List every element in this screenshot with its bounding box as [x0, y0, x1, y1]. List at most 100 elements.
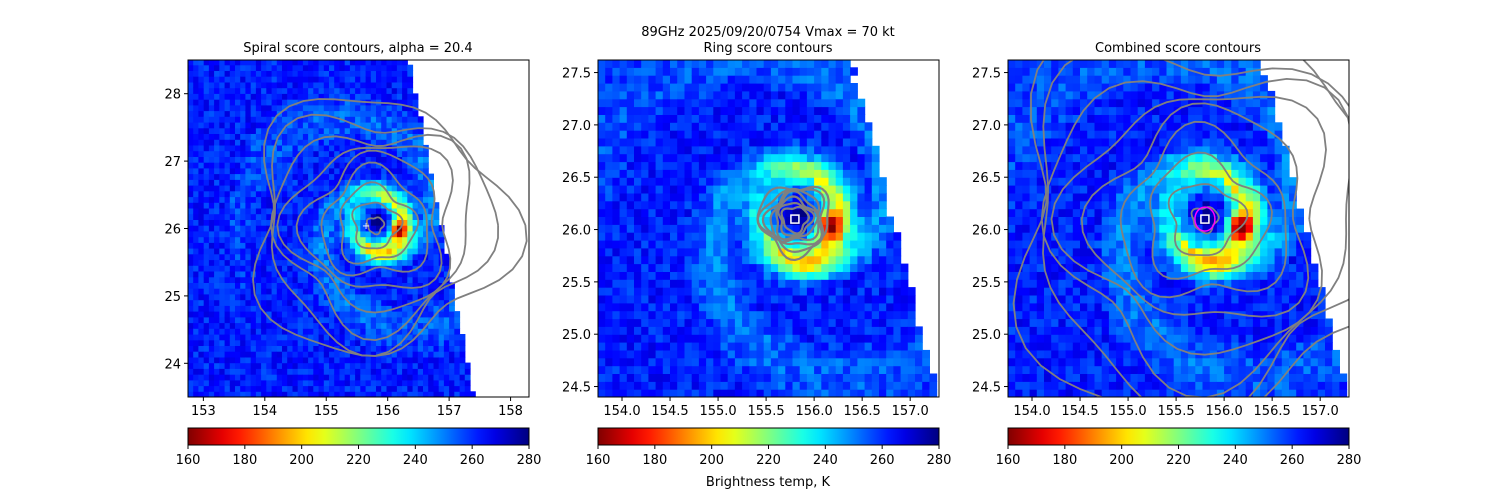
heatmap-cell — [677, 389, 685, 397]
heatmap-cell — [208, 116, 215, 123]
heatmap-cell — [407, 265, 414, 272]
heatmap-cell — [318, 248, 325, 255]
heatmap-cell — [282, 93, 288, 100]
heatmap-cell — [756, 263, 765, 272]
heatmap-cell — [821, 185, 830, 194]
heatmap-cell — [276, 139, 283, 146]
heatmap-cell — [612, 122, 621, 131]
heatmap-cell — [864, 138, 873, 147]
heatmap-cell — [706, 287, 714, 296]
heatmap-cell — [282, 179, 288, 186]
heatmap-cell — [612, 185, 621, 194]
heatmap-cell — [386, 76, 393, 83]
heatmap-cell — [297, 328, 304, 335]
heatmap-cell — [698, 169, 707, 178]
heatmap-cell — [720, 145, 729, 155]
heatmap-cell — [691, 389, 700, 397]
heatmap-cell — [214, 362, 220, 369]
heatmap-cell — [417, 288, 424, 295]
heatmap-cell — [655, 326, 664, 335]
heatmap-cell — [412, 236, 419, 243]
heatmap-cell — [240, 368, 246, 375]
heatmap-cell — [879, 302, 887, 312]
heatmap-cell — [626, 216, 635, 225]
heatmap-cell — [691, 106, 700, 115]
heatmap-cell — [235, 328, 241, 335]
heatmap-cell — [214, 70, 220, 77]
heatmap-cell — [208, 110, 215, 117]
heatmap-cell — [1036, 342, 1045, 351]
heatmap-cell — [677, 224, 685, 233]
heatmap-cell — [598, 232, 606, 241]
heatmap-cell — [684, 279, 693, 288]
heatmap-cell — [308, 265, 314, 272]
heatmap-cell — [365, 190, 372, 198]
heatmap-cell — [208, 351, 215, 358]
heatmap-cell — [417, 225, 424, 232]
heatmap-cell — [742, 185, 750, 194]
heatmap-cell — [214, 225, 220, 232]
heatmap-cell — [626, 302, 635, 312]
heatmap-cell — [1029, 122, 1038, 131]
heatmap-cell — [308, 99, 314, 106]
heatmap-cell — [297, 173, 304, 180]
heatmap-cell — [799, 114, 808, 123]
x-tick-label: 156 — [375, 404, 400, 419]
heatmap-cell — [308, 385, 314, 392]
heatmap-cell — [224, 70, 231, 77]
heatmap-cell — [214, 282, 220, 289]
heatmap-cell — [835, 208, 844, 217]
heatmap-cell — [814, 334, 822, 343]
heatmap-cell — [1044, 122, 1052, 131]
heatmap-cell — [670, 67, 678, 76]
heatmap-cell — [235, 322, 241, 329]
heatmap-cell — [1036, 334, 1045, 343]
heatmap-cell — [749, 365, 758, 374]
heatmap-cell — [203, 345, 210, 352]
heatmap-cell — [261, 76, 267, 83]
heatmap-cell — [376, 219, 382, 226]
heatmap-cell — [297, 276, 304, 283]
heatmap-cell — [287, 156, 293, 163]
heatmap-cell — [879, 373, 887, 382]
heatmap-cell — [443, 345, 450, 352]
heatmap-cell — [423, 156, 429, 163]
heatmap-cell — [245, 104, 252, 112]
heatmap-cell — [792, 67, 801, 76]
heatmap-cell — [449, 379, 455, 387]
heatmap-cell — [224, 64, 231, 71]
heatmap-cell — [821, 216, 830, 225]
heatmap-cell — [198, 110, 205, 117]
heatmap-cell — [313, 322, 320, 329]
heatmap-cell — [778, 342, 786, 351]
heatmap-cell — [641, 349, 649, 359]
heatmap-cell — [250, 150, 257, 157]
heatmap-cell — [360, 311, 367, 318]
heatmap-cell — [193, 213, 199, 220]
heatmap-cell — [292, 64, 299, 71]
heatmap-cell — [255, 219, 262, 226]
heatmap-cell — [297, 139, 304, 146]
heatmap-cell — [313, 356, 320, 364]
heatmap-cell — [423, 356, 429, 364]
heatmap-cell — [785, 75, 794, 84]
heatmap-cell — [308, 288, 314, 295]
heatmap-cell — [612, 279, 621, 288]
heatmap-cell — [1022, 208, 1031, 217]
heatmap-cell — [922, 365, 930, 374]
heatmap-cell — [670, 75, 678, 84]
y-tick-label: 27.0 — [562, 119, 591, 134]
heatmap-cell — [907, 349, 916, 359]
heatmap-cell — [329, 110, 335, 117]
heatmap-cell — [713, 114, 722, 123]
heatmap-cell — [381, 60, 387, 66]
heatmap-cell — [391, 225, 398, 232]
heatmap-cell — [391, 179, 398, 186]
heatmap-cell — [464, 385, 471, 392]
heatmap-cell — [1044, 381, 1052, 390]
heatmap-cell — [407, 122, 414, 129]
heatmap-cell — [365, 76, 372, 83]
heatmap-cell — [229, 230, 236, 238]
heatmap-cell — [799, 365, 808, 374]
heatmap-cell — [1015, 318, 1023, 327]
